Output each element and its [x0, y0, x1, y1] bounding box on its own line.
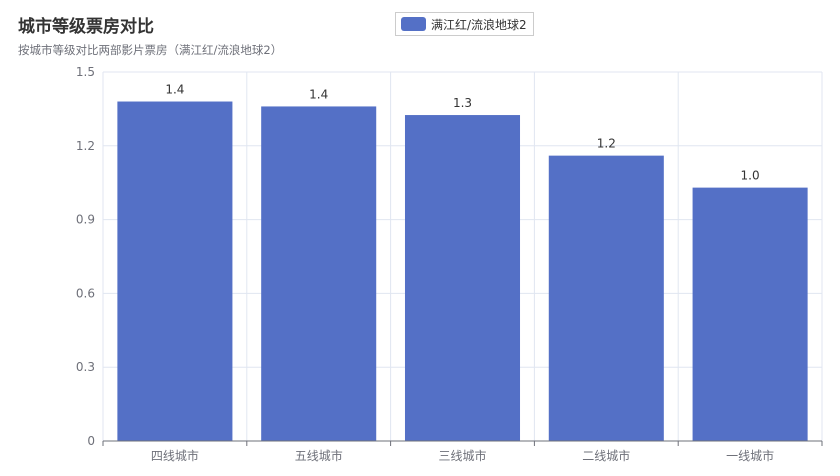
bars — [117, 101, 808, 442]
y-tick-label: 0.3 — [76, 360, 95, 374]
bar[interactable] — [261, 106, 377, 441]
chart-subtitle: 按城市等级对比两部影片票房（满江红/流浪地球2） — [18, 43, 283, 57]
bar[interactable] — [692, 187, 808, 441]
x-category-label: 五线城市 — [295, 448, 343, 463]
x-category-label: 四线城市 — [151, 448, 199, 463]
y-tick-label: 0 — [87, 434, 95, 448]
axes: 0 0.3 0.6 0.9 1.2 1.5 四线城市 五线城市 三线城市 二线城市 一线城市 — [76, 65, 823, 463]
x-category-label: 一线城市 — [726, 448, 774, 463]
y-tick-label: 1.5 — [76, 65, 95, 79]
bar-value-label: 1.4 — [309, 87, 328, 101]
legend-label: 满江红/流浪地球2 — [431, 17, 527, 32]
bar[interactable] — [404, 115, 521, 442]
bar-value-label: 1.0 — [741, 169, 760, 183]
y-tick-label: 0.6 — [76, 286, 95, 300]
y-tick-label: 1.2 — [76, 139, 95, 153]
bar-value-label: 1.4 — [165, 83, 184, 97]
y-tick-label: 0.9 — [76, 213, 95, 227]
data-labels: 1.4 1.4 1.3 1.2 1.0 — [165, 83, 759, 183]
legend[interactable]: 满江红/流浪地球2 — [395, 12, 534, 36]
chart-title: 城市等级票房对比 — [18, 17, 154, 37]
bar[interactable] — [548, 155, 664, 441]
bar-value-label: 1.3 — [453, 96, 472, 110]
bar-value-label: 1.2 — [597, 137, 616, 151]
x-category-label: 三线城市 — [438, 448, 486, 463]
bar[interactable] — [117, 101, 233, 442]
legend-swatch — [401, 17, 426, 31]
x-category-label: 二线城市 — [582, 448, 630, 463]
